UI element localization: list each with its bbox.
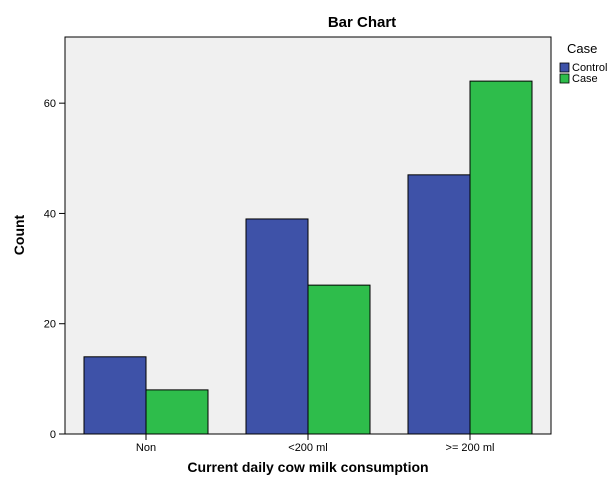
x-tick-label: <200 ml bbox=[288, 442, 327, 454]
bar-control-1 bbox=[245, 218, 309, 435]
y-tick-label: 40 bbox=[44, 208, 56, 220]
x-tick-label: >= 200 ml bbox=[446, 442, 495, 454]
y-axis: 0 20 40 60 bbox=[44, 98, 65, 441]
legend-swatch-case bbox=[559, 73, 570, 84]
legend-swatch-control bbox=[559, 62, 570, 73]
x-axis-title: Current daily cow milk consumption bbox=[187, 459, 428, 475]
x-axis: Non <200 ml >= 200 ml bbox=[136, 434, 495, 454]
bar-case-1 bbox=[307, 284, 371, 435]
y-axis-title: Count bbox=[11, 214, 27, 255]
legend-label-control: Control bbox=[572, 62, 607, 74]
bar-case-2 bbox=[469, 80, 533, 435]
legend-label-case: Case bbox=[572, 73, 598, 85]
y-tick-label: 20 bbox=[44, 319, 56, 331]
legend-title: Case bbox=[567, 41, 597, 56]
x-tick-label: Non bbox=[136, 442, 156, 454]
y-tick-label: 60 bbox=[44, 98, 56, 110]
y-tick-label: 0 bbox=[50, 429, 56, 441]
bar-case-0 bbox=[145, 389, 209, 435]
bar-control-0 bbox=[83, 356, 147, 435]
bars-group bbox=[83, 80, 533, 435]
chart-title: Bar Chart bbox=[328, 14, 396, 31]
bar-control-2 bbox=[407, 174, 471, 435]
